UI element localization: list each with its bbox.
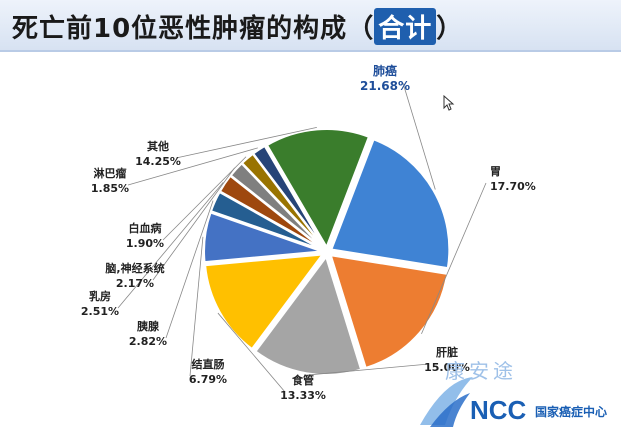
title-bar: 死亡前10位恶性肿瘤的构成（ 合计） <box>0 0 621 52</box>
leader-line-2 <box>421 182 487 335</box>
title-tag: 合计 <box>374 8 437 45</box>
pie-slice-1 <box>329 138 451 270</box>
leader-line-7 <box>117 182 224 309</box>
ncc-logo: NCC <box>470 395 527 425</box>
slice-label-9: 白血病 <box>129 221 162 235</box>
leader-line-1 <box>402 82 436 190</box>
title-paren-open: （ <box>347 14 375 44</box>
page-title: 死亡前10位恶性肿瘤的构成（ 合计） <box>12 8 463 45</box>
leader-line-6 <box>165 200 214 339</box>
pie-slice-2 <box>329 254 449 370</box>
pie-slice-11 <box>265 128 371 250</box>
slice-value-11: 14.25% <box>135 155 181 168</box>
slice-label-5: 结直肠 <box>191 357 225 371</box>
slice-value-6: 2.82% <box>129 335 167 348</box>
sail-logo-icon <box>420 377 473 427</box>
leader-line-11 <box>175 127 317 159</box>
slice-value-2: 17.70% <box>490 180 536 193</box>
leader-line-5 <box>189 236 204 377</box>
slice-value-7: 2.51% <box>81 305 119 318</box>
slice-value-3: 15.00% <box>424 361 470 374</box>
title-paren-close: ） <box>436 14 464 44</box>
slice-label-11: 其他 <box>147 139 169 153</box>
watermark-name: 康安途 <box>445 359 517 383</box>
watermark: 康安途 NCC 国家癌症中心 <box>385 355 621 435</box>
leader-line-4 <box>217 312 286 393</box>
slice-label-10: 淋巴瘤 <box>94 166 127 180</box>
slice-value-9: 1.90% <box>126 237 164 250</box>
slice-value-1: 21.68% <box>360 79 410 93</box>
leader-line-3 <box>305 363 430 376</box>
mouse-cursor-icon <box>443 95 455 111</box>
slice-label-2: 胃 <box>490 165 501 178</box>
leader-line-8 <box>152 167 235 281</box>
slice-value-10: 1.85% <box>91 182 129 195</box>
title-main: 死亡前10位恶性肿瘤的构成 <box>12 14 348 44</box>
slice-label-8: 脑,神经系统 <box>105 261 164 275</box>
ncc-logo-text: 国家癌症中心 <box>535 405 608 419</box>
leader-line-9 <box>162 156 247 241</box>
slice-value-5: 6.79% <box>189 373 227 386</box>
slice-value-4: 13.33% <box>280 389 326 402</box>
pie-slice-5 <box>203 211 323 264</box>
slice-label-1: 肺癌 <box>373 63 397 78</box>
pie-slice-4 <box>204 253 325 351</box>
slice-value-8: 2.17% <box>116 277 154 290</box>
slice-label-4: 食管 <box>292 373 314 387</box>
slice-label-7: 乳房 <box>89 289 111 303</box>
slice-label-6: 胰腺 <box>136 319 160 333</box>
slice-label-3: 肝脏 <box>436 345 458 359</box>
pie-slice-10 <box>251 144 326 249</box>
leader-line-10 <box>127 147 258 186</box>
pie-slice-3 <box>254 254 363 376</box>
